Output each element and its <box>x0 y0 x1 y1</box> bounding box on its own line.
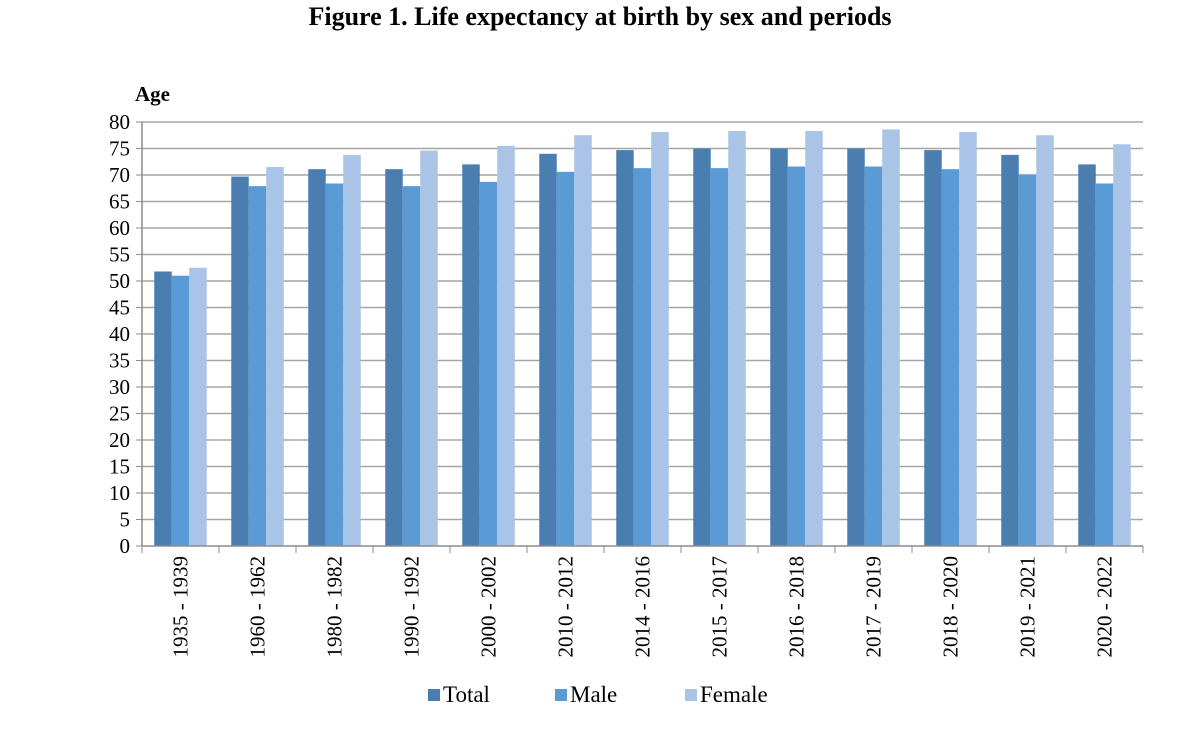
y-tick-label: 55 <box>109 243 130 267</box>
bar-male <box>710 168 729 547</box>
x-tick-label: 2016 - 2018 <box>785 556 809 658</box>
x-tick-label: 1960 - 1962 <box>246 556 270 658</box>
bar-male <box>556 171 575 546</box>
x-tick-label: 2020 - 2022 <box>1093 556 1117 658</box>
chart-title: Figure 1. Life expectancy at birth by se… <box>308 2 892 31</box>
legend-swatch-female <box>685 689 697 701</box>
bar-total <box>462 164 480 546</box>
bar-male <box>1018 174 1037 546</box>
y-tick-label: 40 <box>109 322 130 346</box>
bar-male <box>1095 183 1114 547</box>
y-tick-label: 25 <box>109 402 130 426</box>
x-tick-label: 2018 - 2020 <box>939 556 963 658</box>
y-tick-label: 10 <box>109 481 130 505</box>
y-axis-label: Age <box>135 82 170 106</box>
bar-female <box>1113 144 1131 546</box>
bar-female <box>805 131 823 546</box>
y-tick-label: 20 <box>109 428 130 452</box>
bar-female <box>497 145 515 546</box>
bar-female <box>882 129 900 547</box>
x-tick-label: 2019 - 2021 <box>1016 556 1040 658</box>
bar-female <box>651 132 669 546</box>
legend-label-female: Female <box>700 682 768 707</box>
y-tick-label: 75 <box>109 137 130 161</box>
bar-total <box>847 148 865 546</box>
bar-total <box>1078 164 1096 546</box>
bar-total <box>539 153 557 547</box>
legend-label-total: Total <box>443 682 490 707</box>
bar-total <box>693 148 711 546</box>
bar-female <box>266 167 284 547</box>
y-tick-label: 35 <box>109 349 130 373</box>
x-tick-label: 2015 - 2017 <box>708 556 732 658</box>
bar-male <box>248 186 267 546</box>
bar-female <box>1036 135 1054 546</box>
bar-total <box>231 176 249 546</box>
bar-male <box>171 275 190 546</box>
y-tick-label: 80 <box>109 110 130 134</box>
bar-female <box>343 154 361 547</box>
bar-male <box>479 181 498 546</box>
y-tick-label: 70 <box>109 163 130 187</box>
legend-swatch-male <box>555 689 567 701</box>
bar-total <box>308 169 326 547</box>
bar-total <box>154 271 172 546</box>
x-tick-label: 2017 - 2019 <box>862 556 886 658</box>
bar-total <box>616 150 634 546</box>
bar-female <box>189 267 207 546</box>
x-tick-label: 2014 - 2016 <box>631 556 655 658</box>
bar-male <box>787 166 806 546</box>
bar-total <box>924 150 942 546</box>
y-tick-label: 30 <box>109 375 130 399</box>
bar-male <box>633 168 652 547</box>
y-tick-label: 50 <box>109 269 130 293</box>
y-tick-label: 45 <box>109 296 130 320</box>
bar-female <box>728 131 746 546</box>
y-tick-label: 65 <box>109 190 130 214</box>
y-tick-label: 5 <box>120 508 131 532</box>
bar-total <box>770 148 788 546</box>
x-tick-label: 1990 - 1992 <box>400 556 424 658</box>
y-tick-label: 15 <box>109 455 130 479</box>
bar-male <box>941 169 960 547</box>
bar-female <box>420 150 438 546</box>
bar-male <box>402 186 421 546</box>
x-tick-label: 1980 - 1982 <box>323 556 347 658</box>
y-tick-label: 0 <box>120 534 131 558</box>
bar-total <box>1001 154 1019 547</box>
legend-label-male: Male <box>570 682 617 707</box>
legend-swatch-total <box>428 689 440 701</box>
bar-male <box>325 183 344 547</box>
y-tick-label: 60 <box>109 216 130 240</box>
bar-male <box>864 166 883 546</box>
bar-total <box>385 169 403 547</box>
x-tick-label: 1935 - 1939 <box>169 556 193 658</box>
x-tick-label: 2000 - 2002 <box>477 556 501 658</box>
bar-female <box>959 132 977 546</box>
x-tick-label: 2010 - 2012 <box>554 556 578 658</box>
bar-female <box>574 135 592 546</box>
